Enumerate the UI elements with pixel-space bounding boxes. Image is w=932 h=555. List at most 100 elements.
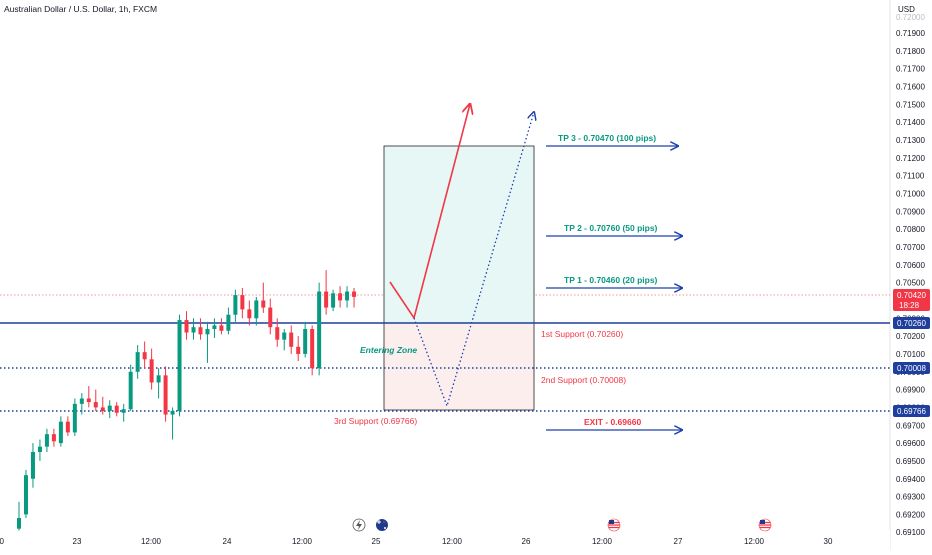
candle-body: [23, 475, 28, 515]
candle: [184, 311, 189, 340]
profit-zone-box: [383, 145, 535, 324]
candle-body: [142, 352, 147, 360]
candle: [331, 289, 336, 312]
candle: [268, 298, 273, 335]
candle-body: [156, 375, 161, 383]
support-badge-2: 0.70008: [893, 362, 930, 374]
candle: [114, 402, 119, 417]
time-axis-panel[interactable]: [0, 530, 890, 550]
candle-body: [198, 327, 203, 335]
candle-body: [184, 320, 189, 333]
candle: [58, 416, 63, 447]
price-tick-label: 0.70700: [896, 243, 925, 252]
candle-body: [17, 517, 21, 529]
time-tick-label: 30: [824, 537, 833, 546]
tp2-label: TP 2 - 0.70760 (50 pips): [564, 223, 658, 233]
candle: [240, 287, 245, 319]
price-tick-label: 0.71600: [896, 82, 925, 91]
candle: [289, 325, 294, 354]
candle: [345, 286, 350, 308]
price-ticks: 0.71900 0.71800 0.71700 0.71600 0.71500 0.714…: [896, 29, 925, 537]
candle-body: [226, 314, 231, 331]
support-2-label: 2nd Support (0.70008): [541, 375, 626, 385]
candle: [233, 289, 238, 322]
price-tick-label: 0.71200: [896, 154, 925, 163]
price-tick-label: 0.69400: [896, 475, 925, 484]
currency-label: USD: [898, 5, 915, 14]
candle-body: [191, 327, 196, 333]
candles-group[interactable]: [17, 270, 357, 531]
price-tick-label: 0.70900: [896, 207, 925, 216]
time-tick-label: 12:00: [744, 537, 765, 546]
candle: [296, 336, 301, 362]
candle-body: [51, 434, 56, 442]
time-tick-label: 25: [372, 537, 381, 546]
price-tick-label: 0.70800: [896, 225, 925, 234]
candle: [352, 287, 357, 308]
candle-body: [247, 309, 252, 319]
candle: [142, 341, 147, 369]
candle-body: [240, 295, 245, 310]
candle-body: [233, 295, 238, 315]
price-tick-label: 0.69500: [896, 457, 925, 466]
candle-body: [212, 325, 217, 329]
candle-body: [310, 328, 315, 369]
candle-body: [135, 352, 140, 372]
support-badge-1: 0.70260: [893, 317, 930, 329]
candle: [107, 400, 112, 419]
candle-body: [289, 332, 294, 347]
tp3-label: TP 3 - 0.70470 (100 pips): [558, 133, 656, 143]
candle-body: [58, 421, 63, 444]
candle: [303, 321, 308, 358]
candle-body: [149, 359, 154, 383]
candle: [149, 348, 154, 390]
price-scale-panel[interactable]: [890, 0, 932, 550]
price-tick-label: 0.71400: [896, 118, 925, 127]
price-tick-label: 0.69900: [896, 386, 925, 395]
candle: [212, 318, 217, 338]
candle-body: [79, 398, 84, 404]
candle: [170, 407, 175, 440]
candle-body: [219, 325, 224, 331]
candle-body: [114, 405, 119, 413]
candle: [310, 325, 315, 376]
countdown-value: 18:28: [899, 301, 920, 310]
chart-title: Australian Dollar / U.S. Dollar, 1h, FXC…: [4, 4, 157, 14]
exit-label: EXIT - 0.69660: [584, 417, 641, 427]
candle: [23, 469, 28, 518]
candle: [177, 314, 182, 417]
time-tick-label: 12:00: [592, 537, 613, 546]
candle-body: [205, 328, 210, 335]
candle: [51, 428, 56, 447]
price-tick-label: 0.70600: [896, 261, 925, 270]
candle: [219, 318, 224, 335]
candle-body: [268, 307, 273, 328]
entering-zone-label: Entering Zone: [360, 345, 417, 355]
time-ticks: :00 23 12:00 24 12:00 25 12:00 26 12:00 27 12:00 30: [0, 537, 833, 546]
candle: [254, 296, 259, 326]
candle-body: [254, 300, 259, 319]
candle-body: [177, 320, 182, 411]
lightning-icon[interactable]: [352, 518, 366, 532]
support-3-label: 3rd Support (0.69766): [334, 416, 417, 426]
candle: [247, 300, 252, 326]
candle-body: [324, 291, 329, 308]
time-tick-label: 12:00: [141, 537, 162, 546]
candle: [65, 416, 70, 436]
last-price-badge: 0.70420 18:28: [893, 289, 930, 311]
candle: [282, 328, 287, 351]
support-badge-2-value: 0.70008: [897, 364, 926, 373]
price-tick-label: 0.69100: [896, 528, 925, 537]
price-tick-label: 0.70200: [896, 332, 925, 341]
candle-body: [37, 446, 42, 453]
support-1-label: 1st Support (0.70260): [541, 329, 623, 339]
candle: [261, 282, 266, 313]
candle-body: [72, 403, 77, 433]
candle: [191, 318, 196, 340]
us-flag-icon[interactable]: [758, 518, 772, 532]
candle: [86, 386, 91, 408]
us-flag-icon[interactable]: [607, 518, 621, 532]
australia-flag-icon[interactable]: [376, 519, 388, 531]
